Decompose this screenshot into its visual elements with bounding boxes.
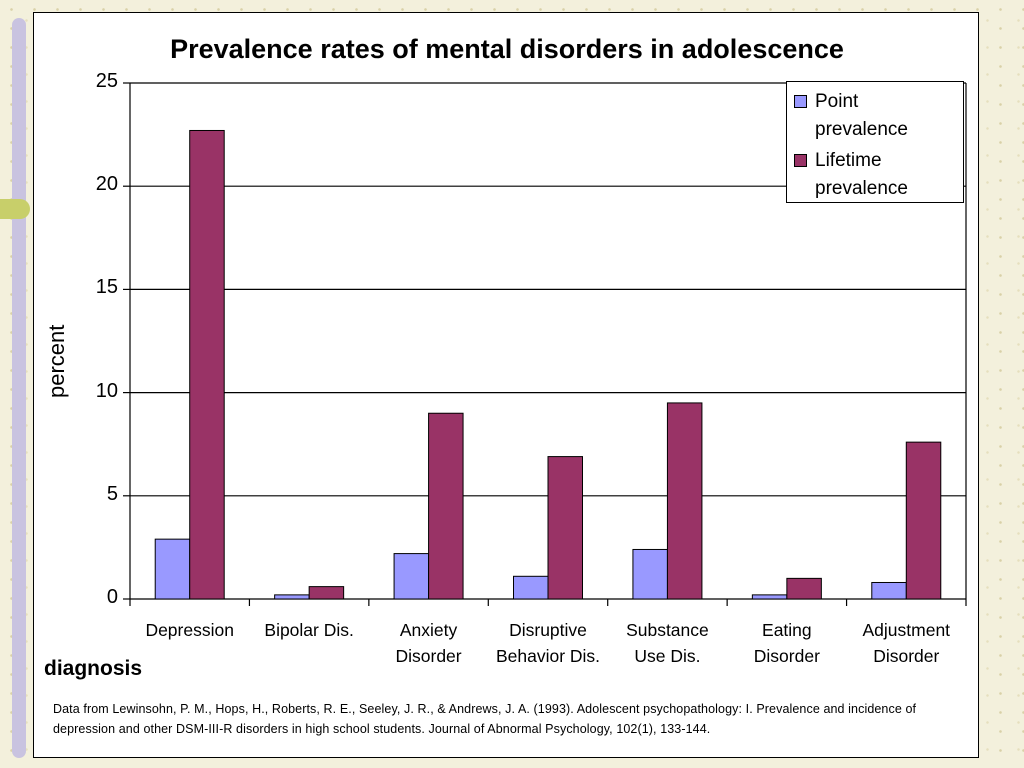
- bar-lifetime-4: [666, 402, 703, 600]
- x-category-label: Eating Disorder: [753, 620, 820, 666]
- chart-legend: Point prevalence Lifetime prevalence: [786, 81, 964, 203]
- bar-point-5: [751, 594, 788, 600]
- legend-label-lifetime: Lifetime prevalence: [815, 150, 908, 199]
- x-category-label: Anxiety Disorder: [395, 620, 462, 666]
- y-tick-label: 25: [95, 70, 118, 92]
- x-category-label: Adjustment Disorder: [862, 620, 951, 666]
- bar-point-3: [513, 575, 549, 600]
- bar-lifetime-6: [905, 441, 942, 600]
- legend-item-point: Point prevalence: [794, 88, 953, 144]
- bar-point-1: [274, 594, 310, 600]
- x-category-label: Depression: [145, 620, 234, 640]
- y-tick-label: 15: [95, 276, 118, 299]
- bar-point-0: [154, 538, 191, 600]
- y-tick-label: 0: [106, 586, 118, 608]
- x-category-label: Substance Use Dis.: [626, 620, 709, 666]
- bar-point-6: [871, 581, 907, 600]
- bar-point-4: [632, 548, 668, 600]
- x-category-label: Disruptive Behavior Dis.: [495, 620, 601, 666]
- chart-title: Prevalence rates of mental disorders in …: [170, 34, 844, 64]
- slide-decoration-tab: [0, 199, 30, 219]
- bar-lifetime-1: [308, 586, 345, 600]
- bar-lifetime-5: [786, 577, 822, 600]
- bar-point-2: [393, 553, 430, 600]
- y-tick-label: 5: [106, 482, 118, 505]
- x-category-label: Bipolar Dis.: [264, 620, 354, 640]
- data-source-citation: Data from Lewinsohn, P. M., Hops, H., Ro…: [53, 702, 917, 736]
- bar-lifetime-0: [189, 129, 225, 600]
- legend-label-point: Point prevalence: [815, 91, 908, 140]
- slide-decoration-rail: [12, 18, 26, 758]
- x-axis-label: diagnosis: [44, 657, 143, 680]
- bar-lifetime-3: [547, 456, 583, 600]
- y-tick-label: 20: [95, 173, 118, 196]
- legend-swatch-lifetime: [794, 154, 807, 167]
- y-tick-label: 10: [95, 379, 118, 402]
- legend-item-lifetime: Lifetime prevalence: [794, 147, 953, 203]
- legend-swatch-point: [794, 95, 807, 108]
- bar-chart: [123, 82, 967, 606]
- chart-slide: Prevalence rates of mental disorders in …: [33, 12, 979, 758]
- bar-lifetime-2: [428, 412, 464, 600]
